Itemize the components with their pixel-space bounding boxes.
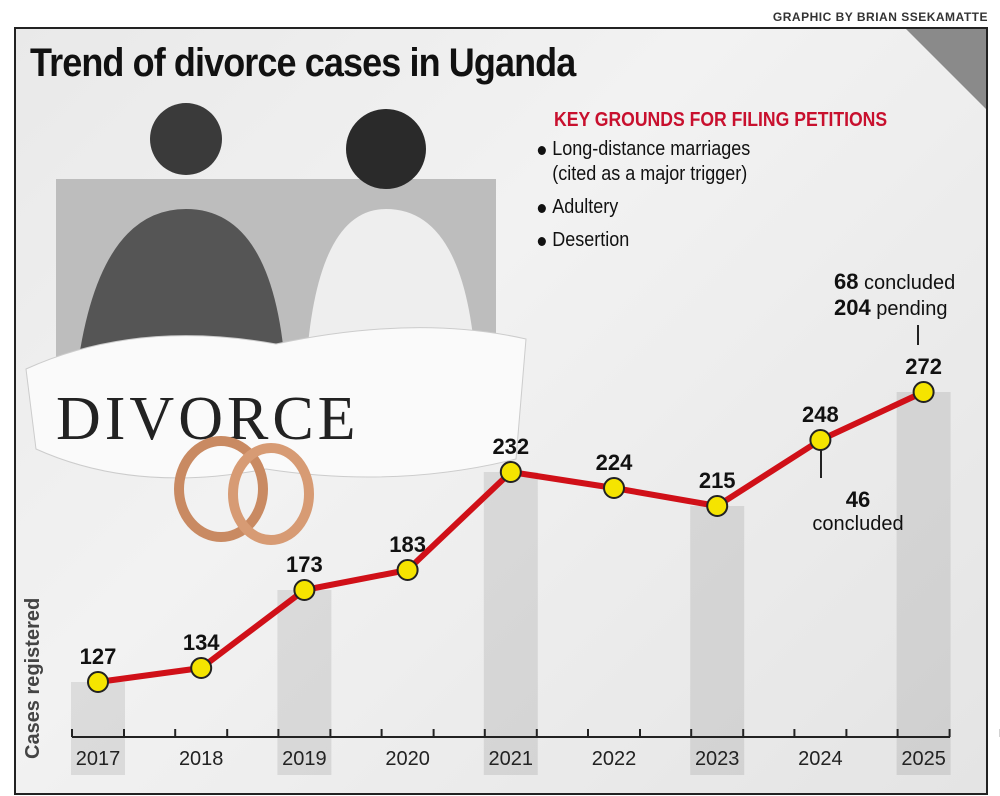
column-shade	[71, 682, 125, 775]
data-point	[293, 579, 316, 601]
annotation-2025: 68 concluded 204 pending	[834, 269, 956, 320]
page-title: Trend of divorce cases in Uganda	[30, 41, 576, 85]
x-tick-label: 2020	[385, 748, 430, 770]
data-label: 173	[286, 552, 323, 577]
annotation-2024: 46 concluded	[812, 487, 904, 535]
data-point	[396, 559, 419, 581]
column-shade	[277, 590, 332, 775]
bullet-icon	[537, 146, 546, 155]
column-shade	[690, 506, 745, 775]
column-shade	[896, 392, 951, 775]
x-tick-label: 2021	[489, 748, 534, 770]
data-label: 232	[492, 434, 529, 459]
x-tick-label: 2017	[76, 748, 121, 770]
data-point	[499, 461, 522, 483]
x-tick-label: 2023	[695, 748, 740, 770]
data-label: 127	[80, 644, 117, 669]
data-label: 183	[389, 532, 426, 557]
couple-photo: DIVORCE	[25, 103, 527, 545]
data-point	[809, 429, 832, 451]
key-grounds-title: KEY GROUNDS FOR FILING PETITIONS	[554, 109, 888, 131]
corner-fold	[906, 29, 986, 109]
data-label: 215	[699, 468, 736, 493]
data-point	[912, 381, 935, 403]
x-tick-label: 2022	[592, 748, 637, 770]
x-tick-label: 2019	[282, 748, 327, 770]
x-tick-label: 2025	[901, 748, 946, 770]
data-label: 248	[802, 402, 839, 427]
ground-item-note: (cited as a major trigger)	[552, 163, 748, 185]
column-shade	[483, 472, 538, 775]
bullet-icon	[537, 204, 546, 213]
infographic-frame: DIVORCE Trend of divorce cases in Uganda…	[14, 27, 988, 795]
ground-item: Adultery	[536, 196, 893, 219]
ground-item: Desertion	[536, 229, 893, 252]
data-label: 272	[905, 354, 942, 379]
data-point	[603, 477, 625, 499]
data-label: 134	[183, 630, 220, 655]
data-point	[706, 495, 729, 517]
ground-item: Long-distance marriages	[536, 138, 893, 161]
data-point	[87, 671, 109, 693]
data-label: 224	[596, 450, 633, 475]
graphic-credit: GRAPHIC BY BRIAN SSEKAMATTE	[772, 10, 988, 24]
x-tick-label: 2018	[179, 748, 224, 770]
bullet-icon	[537, 237, 546, 246]
data-point	[190, 657, 213, 679]
key-grounds: KEY GROUNDS FOR FILING PETITIONS Long-di…	[536, 109, 933, 252]
x-tick-label: 2024	[798, 748, 843, 770]
